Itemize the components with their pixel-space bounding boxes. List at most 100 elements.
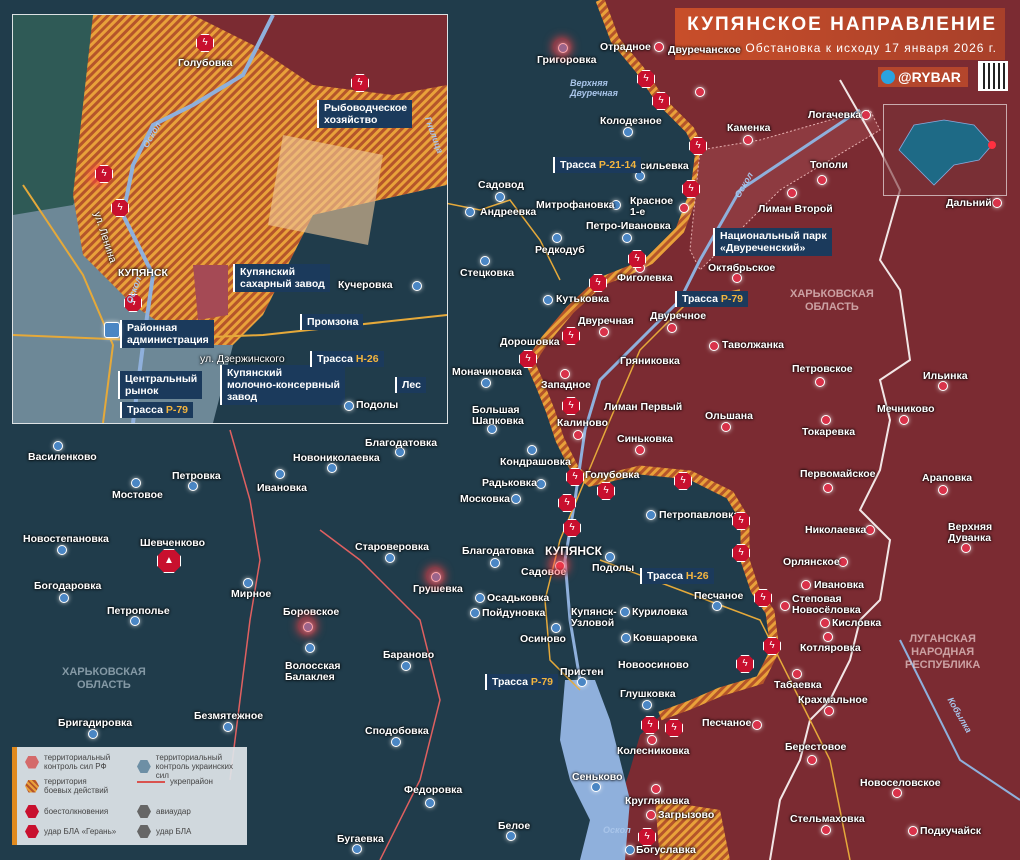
- settlement-label[interactable]: Ильинка: [923, 370, 968, 382]
- settlement-label[interactable]: Логачевка: [808, 109, 862, 121]
- settlement-label[interactable]: Котляровка: [800, 642, 861, 654]
- settlement-label[interactable]: Садовод: [478, 179, 524, 191]
- settlement-label[interactable]: Табаевка: [774, 679, 822, 691]
- settlement-label[interactable]: Сеньково: [572, 771, 623, 783]
- settlement-label[interactable]: Бараново: [383, 649, 435, 661]
- settlement-label[interactable]: Синьковка: [617, 433, 673, 445]
- settlement-label[interactable]: Куриловка: [632, 606, 688, 618]
- settlement-label[interactable]: Новониколаевка: [293, 452, 380, 464]
- settlement-label[interactable]: Ковшаровка: [633, 632, 698, 644]
- settlement-label[interactable]: Мечниково: [877, 403, 935, 415]
- settlement-label[interactable]: Петровка: [172, 470, 221, 482]
- settlement-label[interactable]: Осадьковка: [487, 592, 550, 604]
- settlement-label[interactable]: Ивановка: [814, 579, 865, 591]
- settlement-label[interactable]: Двуречное: [650, 310, 707, 322]
- settlement-label[interactable]: Радьковка: [482, 477, 537, 489]
- settlement-label[interactable]: Благодатовка: [365, 437, 438, 449]
- settlement-label[interactable]: Орлянское: [783, 556, 840, 568]
- settlement-label[interactable]: Староверовка: [355, 541, 429, 553]
- settlement-label[interactable]: Григоровка: [537, 54, 597, 66]
- settlement-label[interactable]: Андреевка: [480, 206, 537, 218]
- settlement-label[interactable]: Токаревка: [802, 426, 856, 438]
- settlement-label[interactable]: Колодезное: [600, 115, 662, 127]
- settlement-label[interactable]: Купянск- Узловой: [571, 606, 617, 629]
- settlement-label[interactable]: Нововасильевка: [601, 160, 689, 172]
- settlement-label[interactable]: Отрадное: [600, 41, 651, 53]
- settlement-label[interactable]: Ивановка: [257, 482, 308, 494]
- settlement-label[interactable]: Волосская Балаклея: [285, 660, 341, 683]
- settlement-label[interactable]: Гряниковка: [620, 355, 680, 367]
- settlement-label[interactable]: Большая Шапковка: [472, 404, 524, 427]
- settlement-label[interactable]: Кисловка: [832, 617, 882, 629]
- settlement-label[interactable]: Фиголевка: [617, 272, 673, 284]
- settlement-label[interactable]: Федоровка: [404, 784, 463, 796]
- settlement-label[interactable]: Грушевка: [413, 583, 463, 595]
- settlement-label[interactable]: Двуречанское: [668, 44, 741, 56]
- settlement-label[interactable]: Петрополье: [107, 605, 170, 617]
- settlement-label[interactable]: Шевченково: [140, 537, 205, 549]
- settlement-label[interactable]: Стельмаховка: [790, 813, 865, 825]
- settlement-label[interactable]: Безмятежное: [194, 710, 264, 722]
- brand-badge[interactable]: @RYBAR: [878, 67, 968, 87]
- settlement-label[interactable]: Бугаевка: [337, 833, 384, 845]
- settlement-label[interactable]: Митрофановка: [536, 199, 615, 211]
- settlement-label[interactable]: Новоосиново: [618, 659, 689, 671]
- settlement-label[interactable]: Каменка: [727, 122, 771, 134]
- settlement-label[interactable]: Двуречная: [578, 315, 634, 327]
- settlement-label[interactable]: Западное: [541, 379, 591, 391]
- settlement-label[interactable]: Лиман Второй: [758, 203, 833, 215]
- settlement-label[interactable]: Голубовка: [585, 469, 640, 481]
- settlement-label[interactable]: Калиново: [557, 417, 608, 429]
- settlement-label[interactable]: Загрызово: [658, 809, 715, 821]
- settlement-label[interactable]: Октябрьское: [708, 262, 776, 274]
- inset-settlement-label[interactable]: Кучеровка: [338, 279, 393, 291]
- settlement-label[interactable]: Песчаное: [694, 590, 744, 602]
- settlement-label[interactable]: Стецковка: [460, 267, 515, 279]
- settlement-label[interactable]: Белое: [498, 820, 531, 832]
- settlement-label[interactable]: Мирное: [231, 588, 272, 600]
- settlement-label[interactable]: Таволжанка: [722, 339, 784, 351]
- settlement-label[interactable]: Араповка: [922, 472, 973, 484]
- settlement-label[interactable]: Верхняя Дуванка: [948, 521, 993, 544]
- settlement-label[interactable]: Дальний: [946, 197, 992, 209]
- settlement-label[interactable]: Новостепановка: [23, 533, 109, 545]
- settlement-label[interactable]: Богуславка: [636, 844, 696, 856]
- inset-settlement-label[interactable]: Подолы: [356, 399, 399, 411]
- settlement-label[interactable]: Пойдуновка: [482, 607, 546, 619]
- settlement-label[interactable]: Сподобовка: [365, 725, 429, 737]
- settlement-label[interactable]: Моначиновка: [452, 366, 522, 378]
- settlement-label[interactable]: Лиман Первый: [604, 401, 683, 413]
- settlement-label[interactable]: Петро-Ивановка: [586, 220, 671, 232]
- settlement-label[interactable]: Садовое: [521, 566, 567, 578]
- settlement-label[interactable]: Новоселовское: [860, 777, 941, 789]
- settlement-label[interactable]: Богодаровка: [34, 580, 102, 592]
- settlement-label[interactable]: Дорошовка: [500, 336, 560, 348]
- inset-settlement-label[interactable]: КУПЯНСК: [118, 267, 168, 279]
- settlement-label[interactable]: Подолы: [592, 562, 635, 574]
- settlement-label[interactable]: Московка: [460, 493, 510, 505]
- settlement-label[interactable]: Бригадировка: [58, 717, 133, 729]
- settlement-label[interactable]: Кондрашовка: [500, 456, 571, 468]
- settlement-label[interactable]: Песчаное: [702, 717, 752, 729]
- settlement-label[interactable]: КУПЯНСК: [545, 544, 602, 558]
- settlement-label[interactable]: Кутьковка: [556, 293, 610, 305]
- settlement-label[interactable]: Петропавловка: [659, 509, 740, 521]
- settlement-label[interactable]: Колесниковка: [617, 745, 690, 757]
- inset-settlement-label[interactable]: Голубовка: [178, 57, 233, 69]
- settlement-label[interactable]: Ольшана: [705, 410, 753, 422]
- settlement-label[interactable]: Кругляковка: [625, 795, 690, 807]
- settlement-label[interactable]: Тополи: [810, 159, 848, 171]
- settlement-label[interactable]: Крахмальное: [798, 694, 868, 706]
- settlement-label[interactable]: Боровское: [283, 606, 340, 618]
- settlement-label[interactable]: Пристен: [560, 666, 604, 678]
- settlement-label[interactable]: Василенково: [28, 451, 97, 463]
- settlement-label[interactable]: Благодатовка: [462, 545, 535, 557]
- settlement-label[interactable]: Мостовое: [112, 489, 163, 501]
- settlement-label[interactable]: Степовая Новосёловка: [792, 593, 861, 616]
- settlement-label[interactable]: Подкучайск: [920, 825, 982, 837]
- settlement-label[interactable]: Берестовое: [785, 741, 847, 753]
- settlement-label[interactable]: Петровское: [792, 363, 853, 375]
- settlement-label[interactable]: Первомайское: [800, 468, 876, 480]
- settlement-label[interactable]: Глушковка: [620, 688, 676, 700]
- settlement-label[interactable]: Николаевка: [805, 524, 867, 536]
